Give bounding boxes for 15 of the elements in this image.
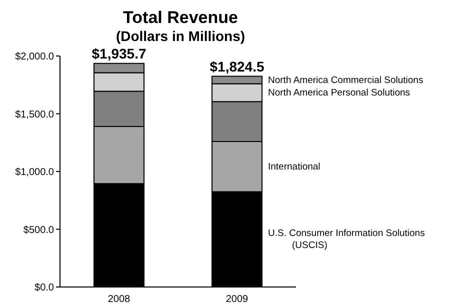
chart-subtitle: (Dollars in Millions) [114, 28, 246, 44]
total-label: $1,824.5 [210, 58, 264, 74]
y-tick-label: $0.0 [34, 282, 54, 294]
series-label: North America Commercial Solutions [268, 74, 424, 86]
y-tick-label: $1,000.0 [15, 167, 54, 178]
y-tick-label: $500.0 [23, 224, 54, 236]
x-tick-label: 2008 [108, 294, 131, 304]
series-label: International [268, 161, 320, 172]
series-label: North America Personal Solutions [268, 87, 410, 98]
chart-title: Total Revenue [122, 8, 239, 28]
series-label: U.S. Consumer Information Solutions (USCIS) [268, 227, 426, 250]
x-tick-label: 2009 [226, 294, 249, 304]
total-label: $1,935.7 [92, 45, 146, 62]
y-tick-label: $1,500.0 [15, 109, 54, 120]
y-tick-label: $2,000.0 [15, 52, 54, 63]
